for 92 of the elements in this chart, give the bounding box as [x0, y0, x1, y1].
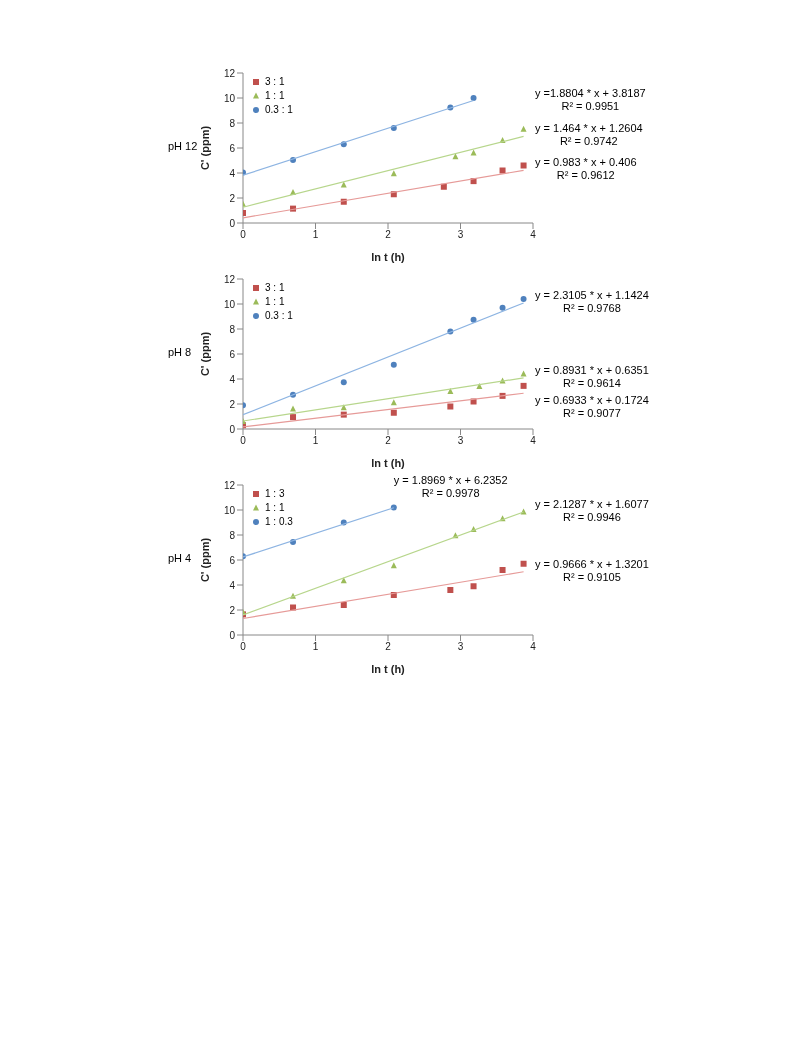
text: pH 12: [168, 140, 198, 152]
point: [520, 370, 527, 377]
point: [440, 183, 447, 190]
point: [390, 409, 397, 416]
text: y =1.8804 * x + 3.8187: [535, 86, 646, 100]
x-tick-label: 4: [530, 229, 537, 241]
point: [499, 567, 506, 573]
annotation: y = 1.8969 * x + 6.2352: [393, 473, 508, 487]
text: R² = 0.9742: [558, 135, 619, 149]
point: [340, 379, 347, 386]
x-tick-label: 3: [457, 435, 464, 447]
point: [290, 414, 297, 421]
text: R² = 0.9077: [562, 406, 622, 420]
point: [470, 149, 477, 156]
text: R² = 0.9105: [562, 570, 622, 584]
x-tick-label: 3: [457, 229, 464, 241]
y-tick-label: 2: [229, 604, 236, 616]
point: [340, 602, 347, 608]
x-tick-label: 0: [240, 229, 247, 241]
x-tick-label: 2: [385, 229, 392, 241]
x-axis-title: ln t (h): [371, 251, 406, 263]
y-axis-title: C' (ppm): [198, 331, 211, 377]
text: y = 0.6933 * x + 0.1724: [535, 393, 649, 407]
y-tick-label: 2: [229, 398, 236, 410]
legend-label: 0.3 : 1: [264, 309, 293, 323]
text: pH 8: [168, 346, 192, 358]
y-tick-label: 8: [229, 117, 236, 129]
text: y = 0.983 * x + 0.406: [535, 156, 637, 170]
y-tick-label: 4: [229, 579, 236, 591]
x-axis-title: ln t (h): [371, 457, 406, 469]
y-tick-label: 6: [229, 348, 236, 360]
point: [290, 405, 297, 412]
point: [499, 304, 506, 311]
legend-label: 3 : 1: [264, 281, 286, 295]
x-tick-label: 2: [385, 435, 392, 447]
y-tick-label: 10: [223, 504, 236, 516]
x-tick-label: 0: [240, 435, 247, 447]
y-tick-label: 0: [229, 423, 236, 435]
legend-label: 3 : 1: [264, 75, 286, 89]
text: R² = 0.9612: [555, 169, 616, 183]
legend-label: 1 : 3: [264, 487, 286, 501]
text: y = 2.3105 * x + 1.1424: [535, 289, 649, 302]
y-tick-label: 12: [223, 273, 236, 285]
y-tick-label: 10: [223, 298, 236, 310]
text: y = 0.9666 * x + 1.3201: [535, 557, 649, 571]
text: R² = 0.9768: [562, 302, 622, 315]
x-tick-label: 4: [530, 435, 537, 447]
y-tick-label: 4: [229, 373, 236, 385]
x-tick-label: 4: [530, 641, 537, 653]
legend-label: 1 : 0.3: [264, 515, 293, 529]
legend-label: 1 : 1: [264, 89, 286, 103]
text: R² = 0.9946: [562, 511, 622, 524]
point: [520, 382, 527, 389]
y-tick-label: 6: [229, 554, 236, 566]
x-tick-label: 0: [240, 641, 247, 653]
point: [520, 296, 527, 302]
point: [520, 560, 527, 567]
text: y = 2.1287 * x + 1.6077: [535, 498, 649, 511]
x-tick-label: 1: [312, 641, 319, 653]
x-axis-title: ln t (h): [371, 663, 406, 675]
legend-label: 1 : 1: [264, 501, 286, 515]
annotation: R² = 0.9978: [420, 486, 481, 500]
y-axis-title: C' (ppm): [198, 537, 211, 583]
point: [520, 162, 527, 169]
point: [447, 403, 454, 410]
legend-label: 0.3 : 1: [264, 103, 293, 117]
point: [452, 153, 459, 160]
point: [520, 125, 527, 132]
y-axis-title: C' (ppm): [198, 125, 211, 171]
text: y = 1.464 * x + 1.2604: [535, 122, 643, 136]
x-tick-label: 1: [312, 435, 319, 447]
legend-label: 1 : 1: [264, 295, 286, 309]
x-tick-label: 1: [312, 229, 319, 241]
text: pH 4: [168, 552, 192, 564]
y-tick-label: 8: [229, 529, 236, 541]
x-tick-label: 3: [457, 641, 464, 653]
y-tick-label: 2: [229, 192, 236, 204]
y-tick-label: 12: [223, 67, 236, 79]
point: [447, 587, 454, 593]
y-tick-label: 0: [229, 629, 236, 641]
y-tick-label: 0: [229, 217, 236, 229]
y-tick-label: 12: [223, 479, 236, 491]
y-tick-label: 4: [229, 167, 236, 179]
point: [470, 583, 477, 590]
y-tick-label: 6: [229, 142, 236, 154]
y-tick-label: 8: [229, 323, 236, 335]
y-tick-label: 10: [223, 92, 236, 104]
x-tick-label: 2: [385, 641, 392, 653]
point: [390, 361, 397, 368]
text: y = 0.8931 * x + 0.6351: [535, 363, 649, 377]
text: R² = 0.9951: [560, 99, 621, 113]
text: R² = 0.9614: [562, 376, 622, 390]
